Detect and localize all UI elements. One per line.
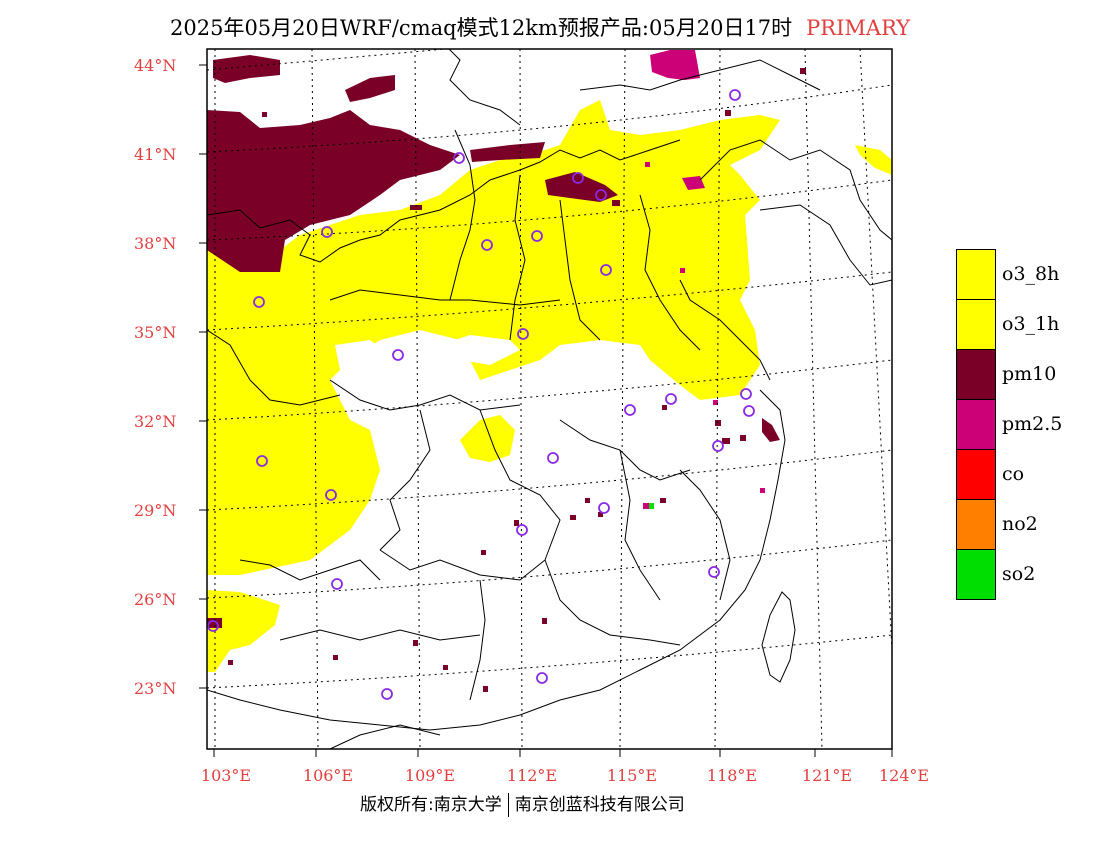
legend-label: o3_1h — [1002, 313, 1060, 335]
pm10-region-top-center — [345, 75, 395, 102]
stations — [207, 89, 755, 700]
footer-left: 版权所有:南京大学 — [360, 795, 502, 815]
legend-swatch — [956, 299, 996, 350]
lat-label-26: 26°N — [134, 590, 177, 609]
lon-label-124: 124°E — [878, 766, 930, 785]
o3-region-west — [207, 100, 780, 575]
boundaries — [207, 49, 892, 731]
legend-label: o3_8h — [1002, 263, 1060, 285]
legend-label: so2 — [1002, 563, 1036, 585]
lat-label-23: 23°N — [134, 679, 177, 698]
o3-region-coast — [855, 145, 892, 175]
o3-region-central-blob — [460, 415, 515, 462]
lat-label-44: 44°N — [134, 56, 177, 75]
pm10-region-top-left — [213, 55, 280, 83]
lat-label-32: 32°N — [134, 412, 177, 431]
pm10-region-hebei — [545, 172, 618, 202]
legend-label: pm10 — [1002, 363, 1057, 385]
ticks — [199, 64, 893, 757]
legend-swatch — [956, 349, 996, 400]
legend-label: pm2.5 — [1002, 413, 1063, 435]
legend-swatch — [956, 449, 996, 500]
lat-label-35: 35°N — [134, 323, 177, 342]
lon-label-103: 103°E — [200, 766, 252, 785]
title-text: 2025年05月20日WRF/cmaq模式12km预报产品:05月20日17时 — [170, 16, 793, 40]
legend-label: no2 — [1002, 513, 1038, 535]
pollution-specks — [228, 68, 806, 692]
o3-region-southwest — [207, 590, 280, 672]
pm10-region-shanghai — [762, 418, 780, 442]
taiwan-outline — [761, 591, 796, 683]
lon-label-121: 121°E — [801, 766, 853, 785]
pm10-region-north — [207, 110, 460, 272]
clean-hole-west — [335, 340, 390, 375]
map-frame — [206, 48, 893, 750]
lon-label-118: 118°E — [706, 766, 758, 785]
clean-hole-center — [440, 335, 520, 365]
legend-swatch — [956, 399, 996, 450]
pm10-region-beijing-strip — [470, 142, 545, 162]
coastline-south — [329, 724, 441, 749]
lat-label-38: 38°N — [134, 234, 177, 253]
lat-label-29: 29°N — [134, 501, 177, 520]
graticule — [207, 49, 892, 749]
copyright-footer: 版权所有:南京大学 南京创蓝科技有限公司 — [360, 790, 685, 817]
footer-right: 南京创蓝科技有限公司 — [514, 795, 685, 815]
lon-label-106: 106°E — [302, 766, 354, 785]
legend-swatch — [956, 549, 996, 600]
footer-divider — [507, 793, 509, 817]
pm25-region-northeast — [650, 50, 700, 80]
map-title: 2025年05月20日WRF/cmaq模式12km预报产品:05月20日17时 P… — [170, 12, 910, 42]
legend-swatch — [956, 499, 996, 550]
lon-label-115: 115°E — [606, 766, 658, 785]
lon-label-109: 109°E — [404, 766, 456, 785]
lat-label-41: 41°N — [134, 145, 177, 164]
pm25-region-tianjin — [682, 176, 705, 190]
legend-label: co — [1002, 463, 1025, 485]
legend-swatch — [956, 249, 996, 300]
title-tag: PRIMARY — [806, 16, 911, 40]
lon-label-112: 112°E — [506, 766, 558, 785]
